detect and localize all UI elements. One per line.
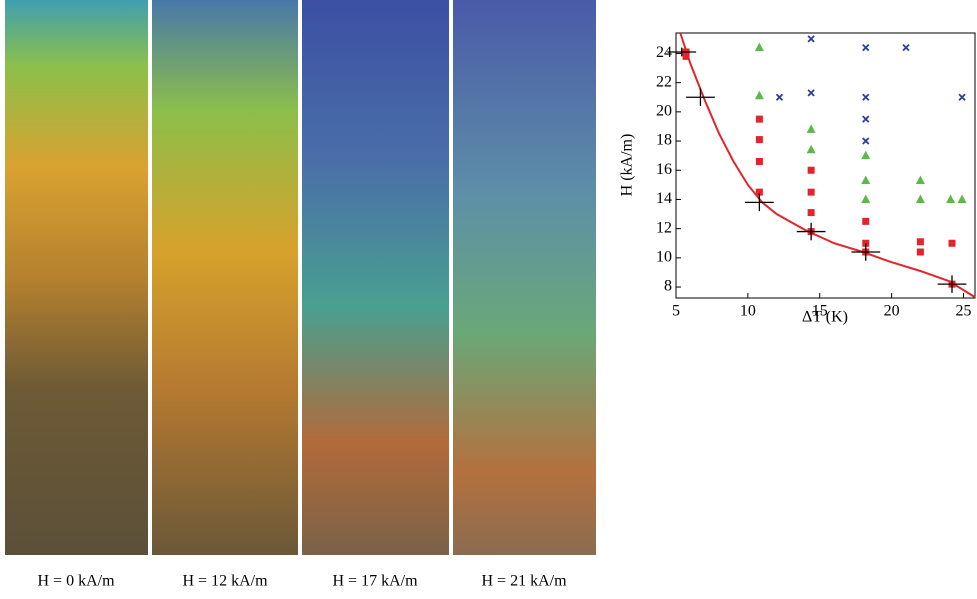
x-tick-label: 25 [956,303,972,320]
x-tick-label: 10 [740,303,756,320]
y-tick-label: 16 [656,161,672,178]
square-marker [916,248,924,256]
photo [152,0,298,555]
y-tick-label: 20 [656,103,672,120]
photo [5,0,148,555]
triangle-marker [806,144,816,154]
square-marker [682,52,690,60]
square-marker [862,217,870,225]
x-marker [807,35,815,43]
plot-frame [675,32,976,299]
triangle-marker [915,175,925,184]
square-marker [916,238,924,246]
x-tick-label: 20 [884,303,900,320]
triangle-marker [861,194,871,203]
triangle-marker [957,194,967,203]
y-tick-label: 24 [656,44,672,61]
triangle-marker [754,42,764,52]
photo [302,0,449,555]
x-marker [807,89,815,97]
photos [5,0,596,555]
square-marker [755,136,763,144]
triangle-marker [861,175,871,184]
photo [453,0,596,555]
y-tick-label: 10 [656,249,672,266]
y-tick-label: 14 [656,190,672,207]
square-marker [755,188,763,196]
x-marker [958,93,966,101]
square-marker [948,239,956,247]
triangle-marker [915,194,925,203]
plot: 5 10 15 20 25 8 10 12 14 16 18 20 22 24 [656,32,976,320]
x-marker [862,115,870,123]
x-tick-label: 5 [672,303,680,320]
triangle-marker [861,150,871,160]
triangle-marker [806,124,816,133]
square-marker [807,209,815,217]
panel-label: H = 0 kA/m [37,573,115,590]
square-marker [807,188,815,196]
square-marker [807,166,815,174]
y-tick-label: 18 [656,132,672,149]
square-marker [755,115,763,123]
panel-label: H = 21 kA/m [481,573,567,590]
y-tick-label: 12 [656,219,672,236]
panel-label: H = 17 kA/m [332,573,418,590]
x-marker [862,93,870,101]
x-marker [775,93,784,101]
x-marker [902,43,910,52]
x-marker [862,43,870,52]
triangle-marker [946,194,956,203]
x-marker [862,137,870,145]
x-axis-label: ΔT (K) [802,309,848,326]
y-tick-label: 22 [656,73,672,90]
square-marker [755,157,763,165]
panel-label: H = 12 kA/m [182,573,268,590]
fit-curve [679,32,976,299]
x-tick-label: 15 [812,303,828,320]
triangle-marker [754,90,764,100]
y-axis-label: H (kA/m) [619,134,636,197]
y-tick-label: 8 [664,278,672,295]
